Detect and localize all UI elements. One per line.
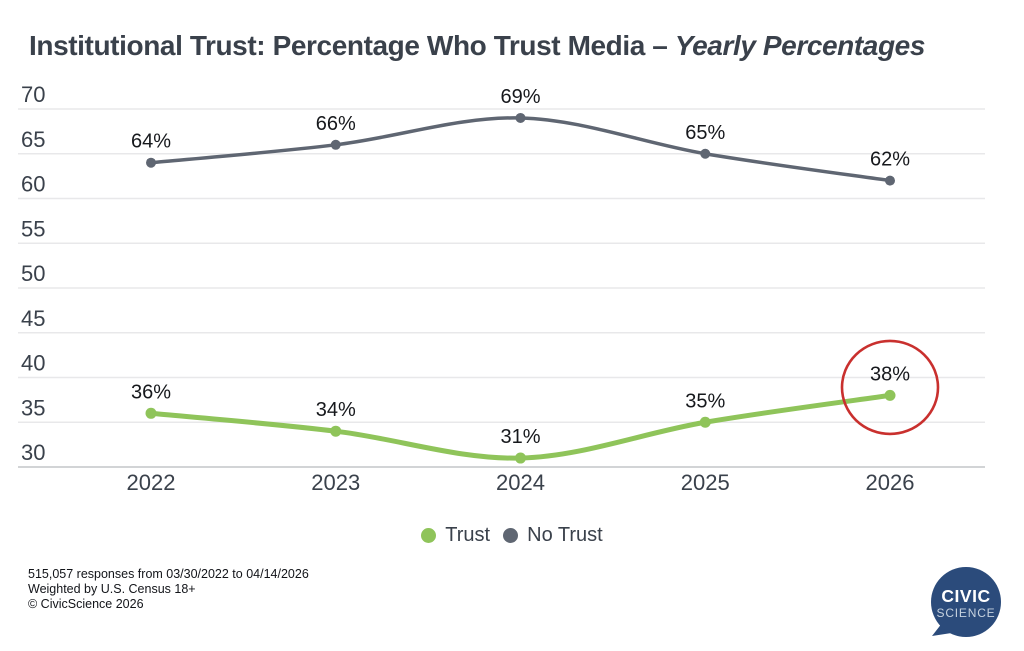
data-point-marker xyxy=(885,175,895,186)
chart-legend: Trust No Trust xyxy=(0,524,1024,547)
x-tick-label: 2023 xyxy=(311,470,360,495)
x-tick-label: 2024 xyxy=(496,470,545,495)
data-point-label: 66% xyxy=(316,113,356,135)
data-point-label: 62% xyxy=(870,149,910,171)
data-point-marker xyxy=(515,452,526,464)
trust-chart: 30 35 40 45 50 55 60 65 70 2022 2023 2024 2025 2026 64… xyxy=(18,82,985,495)
y-tick-label: 60 xyxy=(21,172,45,197)
logo-text-civic: CIVIC xyxy=(941,586,990,606)
highlight-circle xyxy=(840,339,940,436)
chart-title: Institutional Trust: Percentage Who Trus… xyxy=(29,30,925,62)
weighting-note: Weighted by U.S. Census 18+ xyxy=(28,581,196,596)
data-point-marker xyxy=(330,139,341,150)
legend-item-trust[interactable]: Trust xyxy=(421,524,490,547)
data-point-label: 35% xyxy=(685,390,725,412)
y-tick-label: 40 xyxy=(21,351,45,376)
data-point-marker xyxy=(884,389,896,401)
copyright-note: © CivicScience 2026 xyxy=(28,596,144,611)
source-attribution: 515,057 responses from 03/30/2022 to 04/… xyxy=(28,567,309,611)
data-point-marker xyxy=(145,407,157,419)
legend-label-trust: Trust xyxy=(445,524,491,546)
chart-title-main: Institutional Trust: Percentage Who Trus… xyxy=(29,30,675,61)
chart-title-italic: Yearly Percentages xyxy=(674,30,926,61)
x-tick-label: 2025 xyxy=(681,470,730,495)
data-point-label: 36% xyxy=(131,381,171,403)
y-tick-label: 50 xyxy=(21,261,45,286)
data-point-label: 65% xyxy=(685,122,725,144)
data-point-marker xyxy=(700,148,711,159)
logo-text-science: SCIENCE xyxy=(937,606,996,620)
no-trust-line xyxy=(149,116,892,183)
trust-legend-dot-icon xyxy=(421,528,437,543)
data-point-marker xyxy=(515,112,526,123)
civicscience-logo: CIVIC SCIENCE xyxy=(931,567,1001,637)
data-point-marker xyxy=(146,157,156,168)
y-tick-label: 35 xyxy=(21,395,45,420)
data-point-marker xyxy=(330,425,342,437)
data-point-label: 31% xyxy=(500,426,540,448)
legend-label-no-trust: No Trust xyxy=(527,524,603,546)
y-tick-label: 65 xyxy=(21,127,45,152)
data-point-label: 69% xyxy=(500,86,540,108)
legend-item-no-trust[interactable]: No Trust xyxy=(503,524,603,547)
data-point-label: 38% xyxy=(870,363,910,385)
x-tick-label: 2026 xyxy=(866,470,915,495)
y-tick-label: 70 xyxy=(21,82,45,107)
data-point-marker xyxy=(699,416,711,428)
data-point-label: 34% xyxy=(316,399,356,421)
data-point-label: 64% xyxy=(131,131,171,153)
y-tick-label: 30 xyxy=(21,440,45,465)
responses-note: 515,057 responses from 03/30/2022 to 04/… xyxy=(28,567,309,581)
logo-bubble-icon xyxy=(931,567,1001,637)
y-tick-label: 55 xyxy=(21,216,45,241)
x-tick-label: 2022 xyxy=(127,470,176,495)
y-tick-label: 45 xyxy=(21,306,45,331)
no-trust-legend-dot-icon xyxy=(503,528,519,543)
